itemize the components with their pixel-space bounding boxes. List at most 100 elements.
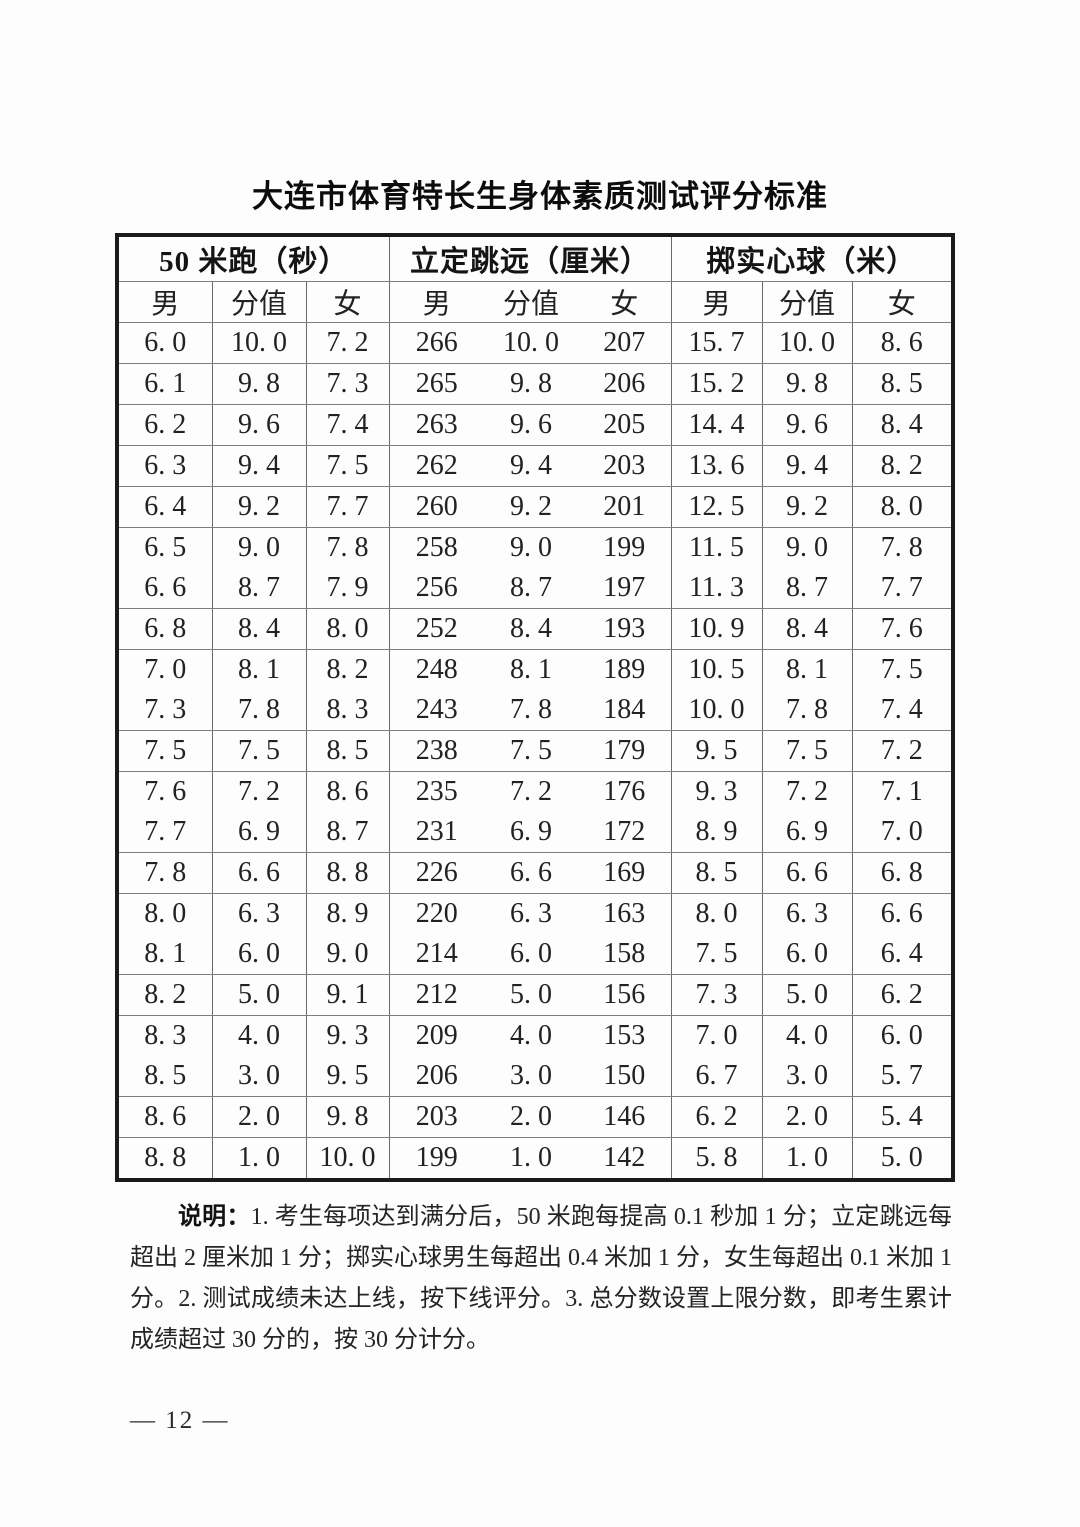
table-row: 6. 5 9. 0 7. 8 258 9. 0 199 11. 5 9. 0 7. 8 (117, 527, 953, 568)
table-cell: 8. 5 (852, 363, 954, 405)
table-cell: 8. 4 (762, 608, 853, 650)
table-cell: 8. 0 (671, 893, 763, 934)
table-cell: 9. 5 (306, 1056, 390, 1097)
table-cell: 212 (389, 974, 484, 1016)
table-cell: 203 (389, 1096, 484, 1138)
table-cell: 10. 0 (212, 322, 307, 364)
table-cell: 265 (389, 363, 484, 405)
table-cell: 9. 4 (212, 445, 307, 487)
table-cell: 6. 6 (762, 852, 853, 894)
table-cell: 7. 5 (762, 730, 853, 772)
table-row: 7. 8 6. 6 8. 8 226 6. 6 169 8. 5 6. 6 6. 8 (117, 852, 954, 894)
table-cell: 8. 9 (306, 893, 390, 934)
table-cell: 8. 4 (212, 608, 307, 650)
table-cell: 8. 1 (762, 649, 853, 690)
table-cell: 258 (415, 532, 458, 563)
table-row: 7. 5 7. 5 8. 5 238 7. 5 179 9. 5 7. 5 7. 2 (117, 730, 954, 772)
table-cell: 199 (415, 1142, 458, 1173)
table-cell: 15. 2 (671, 363, 763, 405)
table-cell: 1. 0 (762, 1137, 853, 1180)
table-cell: 8. 2 (117, 974, 213, 1016)
table-cell: 8. 9 (671, 812, 763, 853)
table-cell: 9. 3 (306, 1015, 390, 1056)
table-cell: 8. 3 (117, 1015, 213, 1056)
table-cell: 243 (389, 690, 484, 731)
table-cell: 9. 0 (762, 527, 853, 568)
table-cell: 9. 2 (484, 486, 578, 528)
table-cell: 3. 0 (212, 1056, 307, 1097)
table-cell: 6. 6 (484, 852, 578, 894)
table-cell: 5. 0 (880, 1142, 923, 1173)
table-cell: 6. 4 (117, 486, 213, 528)
table-row: 8. 2 5. 0 9. 1 212 5. 0 156 7. 3 5. 0 6. 2 (117, 974, 954, 1016)
table-cell: 6. 4 (852, 934, 954, 975)
table-cell: 7. 9 (306, 568, 390, 609)
table-cell: 8. 5 (117, 1056, 213, 1097)
table-cell: 8. 0 (117, 893, 213, 934)
table-row: 7. 6 7. 2 8. 6 235 7. 2 176 9. 3 7. 2 7. 1 (117, 771, 953, 812)
table-cell: 10. 0 (762, 322, 853, 364)
table-cell: 153 (578, 1015, 672, 1056)
table-cell: 7. 8 (212, 690, 307, 731)
table-row: 6. 4 9. 2 7. 7 260 9. 2 201 12. 5 9. 2 8. 0 (117, 486, 954, 528)
table-cell: 7. 2 (306, 322, 390, 364)
page-number: — 12 — (130, 1407, 230, 1434)
table-cell: 6. 9 (484, 812, 578, 853)
table-cell: 179 (578, 730, 672, 772)
table-cell: 6. 1 (117, 363, 213, 405)
group-header-row: 50 米跑（秒） 立定跳远（厘米） 掷实心球（米） (117, 235, 954, 282)
table-cell: 6. 9 (212, 812, 307, 853)
table-cell: 203 (578, 445, 672, 487)
table-cell: 8. 2 (306, 649, 390, 690)
table-cell: 9. 0 (306, 934, 390, 975)
table-row: 6. 1 9. 8 7. 3 265 9. 8 206 15. 2 9. 8 8. 5 (117, 363, 954, 405)
table-cell: 7. 5 (306, 445, 390, 487)
table-row: 8. 0 6. 3 8. 9 220 6. 3 163 8. 0 6. 3 6. 6 (117, 893, 953, 934)
table-cell: 8. 1 (510, 654, 552, 685)
table-cell: 231 (389, 812, 484, 853)
table-row: 6. 3 9. 4 7. 5 262 9. 4 203 13. 6 9. 4 8. 2 (117, 445, 954, 487)
table-cell: 6. 6 (212, 852, 307, 894)
table-cell: 220 (415, 898, 458, 929)
table-row: 8. 6 2. 0 9. 8 203 2. 0 146 6. 2 2. 0 5. 4 (117, 1096, 954, 1138)
table-cell: 7. 2 (212, 771, 307, 812)
table-cell: 156 (578, 974, 672, 1016)
table-cell: 201 (578, 486, 672, 528)
sub-header-male: 男 (117, 281, 213, 323)
table-cell: 9. 8 (212, 363, 307, 405)
table-cell: 10. 0 (671, 690, 763, 731)
table-cell: 3. 0 (762, 1056, 853, 1097)
table-cell: 7. 4 (852, 690, 954, 731)
note-text: 1. 考生每项达到满分后，50 米跑每提高 0.1 秒加 1 分；立定跳远每超出… (130, 1204, 952, 1353)
table-cell: 266 (389, 322, 484, 364)
table-row: 7. 3 7. 8 8. 3 243 7. 8 184 10. 0 7. 8 7. 4 (117, 690, 954, 731)
table-cell: 7. 5 (117, 730, 213, 772)
table-cell: 142 (578, 1137, 672, 1180)
table-cell: 197 (578, 568, 672, 609)
sub-header-score: 分值 (212, 281, 307, 323)
table-cell: 263 (389, 404, 484, 446)
table-cell: 5. 0 (212, 974, 307, 1016)
table-cell: 6. 0 (212, 934, 307, 975)
table-cell: 150 (578, 1056, 672, 1097)
table-cell: 7. 3 (117, 690, 213, 731)
table-cell: 6. 3 (762, 893, 853, 934)
table-cell: 9. 5 (671, 730, 763, 772)
note-paragraph: 说明：1. 考生每项达到满分后，50 米跑每提高 0.1 秒加 1 分；立定跳远… (130, 1196, 952, 1361)
table-cell: 7. 0 (671, 1015, 763, 1056)
group-header-solid-ball-throw: 掷实心球（米） (671, 235, 954, 282)
table-cell: 8. 6 (852, 322, 954, 364)
table-cell: 6. 6 (880, 898, 923, 929)
table-cell: 205 (578, 404, 672, 446)
table-cell: 2. 0 (212, 1096, 307, 1138)
table-cell: 3. 0 (484, 1056, 578, 1097)
table-cell: 9. 1 (306, 974, 390, 1016)
table-cell: 9. 6 (484, 404, 578, 446)
table-cell: 4. 0 (510, 1020, 552, 1051)
table-cell: 6. 6 (117, 568, 213, 609)
table-cell: 193 (578, 608, 672, 650)
table-cell: 184 (578, 690, 672, 731)
table-cell: 7. 8 (117, 852, 213, 894)
table-cell: 9. 6 (212, 404, 307, 446)
table-cell: 10. 0 (484, 322, 578, 364)
